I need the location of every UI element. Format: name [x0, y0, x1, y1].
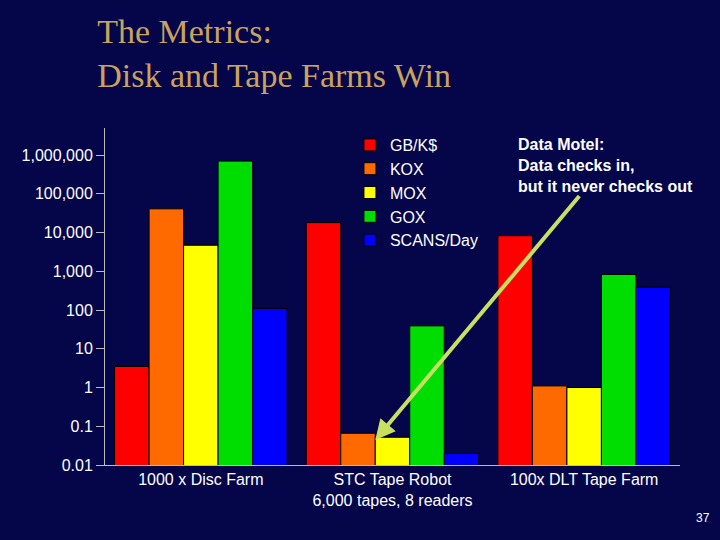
svg-text:GOX: GOX — [390, 209, 426, 226]
svg-text:1,000: 1,000 — [53, 263, 93, 280]
svg-text:SCANS/Day: SCANS/Day — [390, 232, 478, 249]
svg-text:Data Motel:Data checks in,but: Data Motel:Data checks in,but it never c… — [518, 136, 693, 195]
svg-text:10: 10 — [75, 340, 93, 357]
svg-text:MOX: MOX — [390, 185, 427, 202]
svg-text:0.01: 0.01 — [62, 457, 93, 474]
svg-text:100x DLT Tape Farm: 100x DLT Tape Farm — [510, 471, 659, 488]
svg-text:100,000: 100,000 — [35, 185, 93, 202]
svg-text:STC Tape Robot6,000 tapes, 8 r: STC Tape Robot6,000 tapes, 8 readers — [312, 471, 472, 509]
svg-text:10,000: 10,000 — [44, 224, 93, 241]
svg-text:1000 x Disc Farm: 1000 x Disc Farm — [138, 471, 263, 488]
svg-text:37: 37 — [696, 511, 710, 525]
svg-text:1,000,000: 1,000,000 — [22, 147, 93, 164]
svg-text:The Metrics:Disk and Tape Farm: The Metrics:Disk and Tape Farms Win — [97, 13, 451, 94]
svg-text:GB/K$: GB/K$ — [390, 137, 437, 154]
svg-text:100: 100 — [66, 302, 93, 319]
svg-text:1: 1 — [84, 379, 93, 396]
svg-text:0.1: 0.1 — [71, 418, 93, 435]
svg-text:KOX: KOX — [390, 161, 424, 178]
